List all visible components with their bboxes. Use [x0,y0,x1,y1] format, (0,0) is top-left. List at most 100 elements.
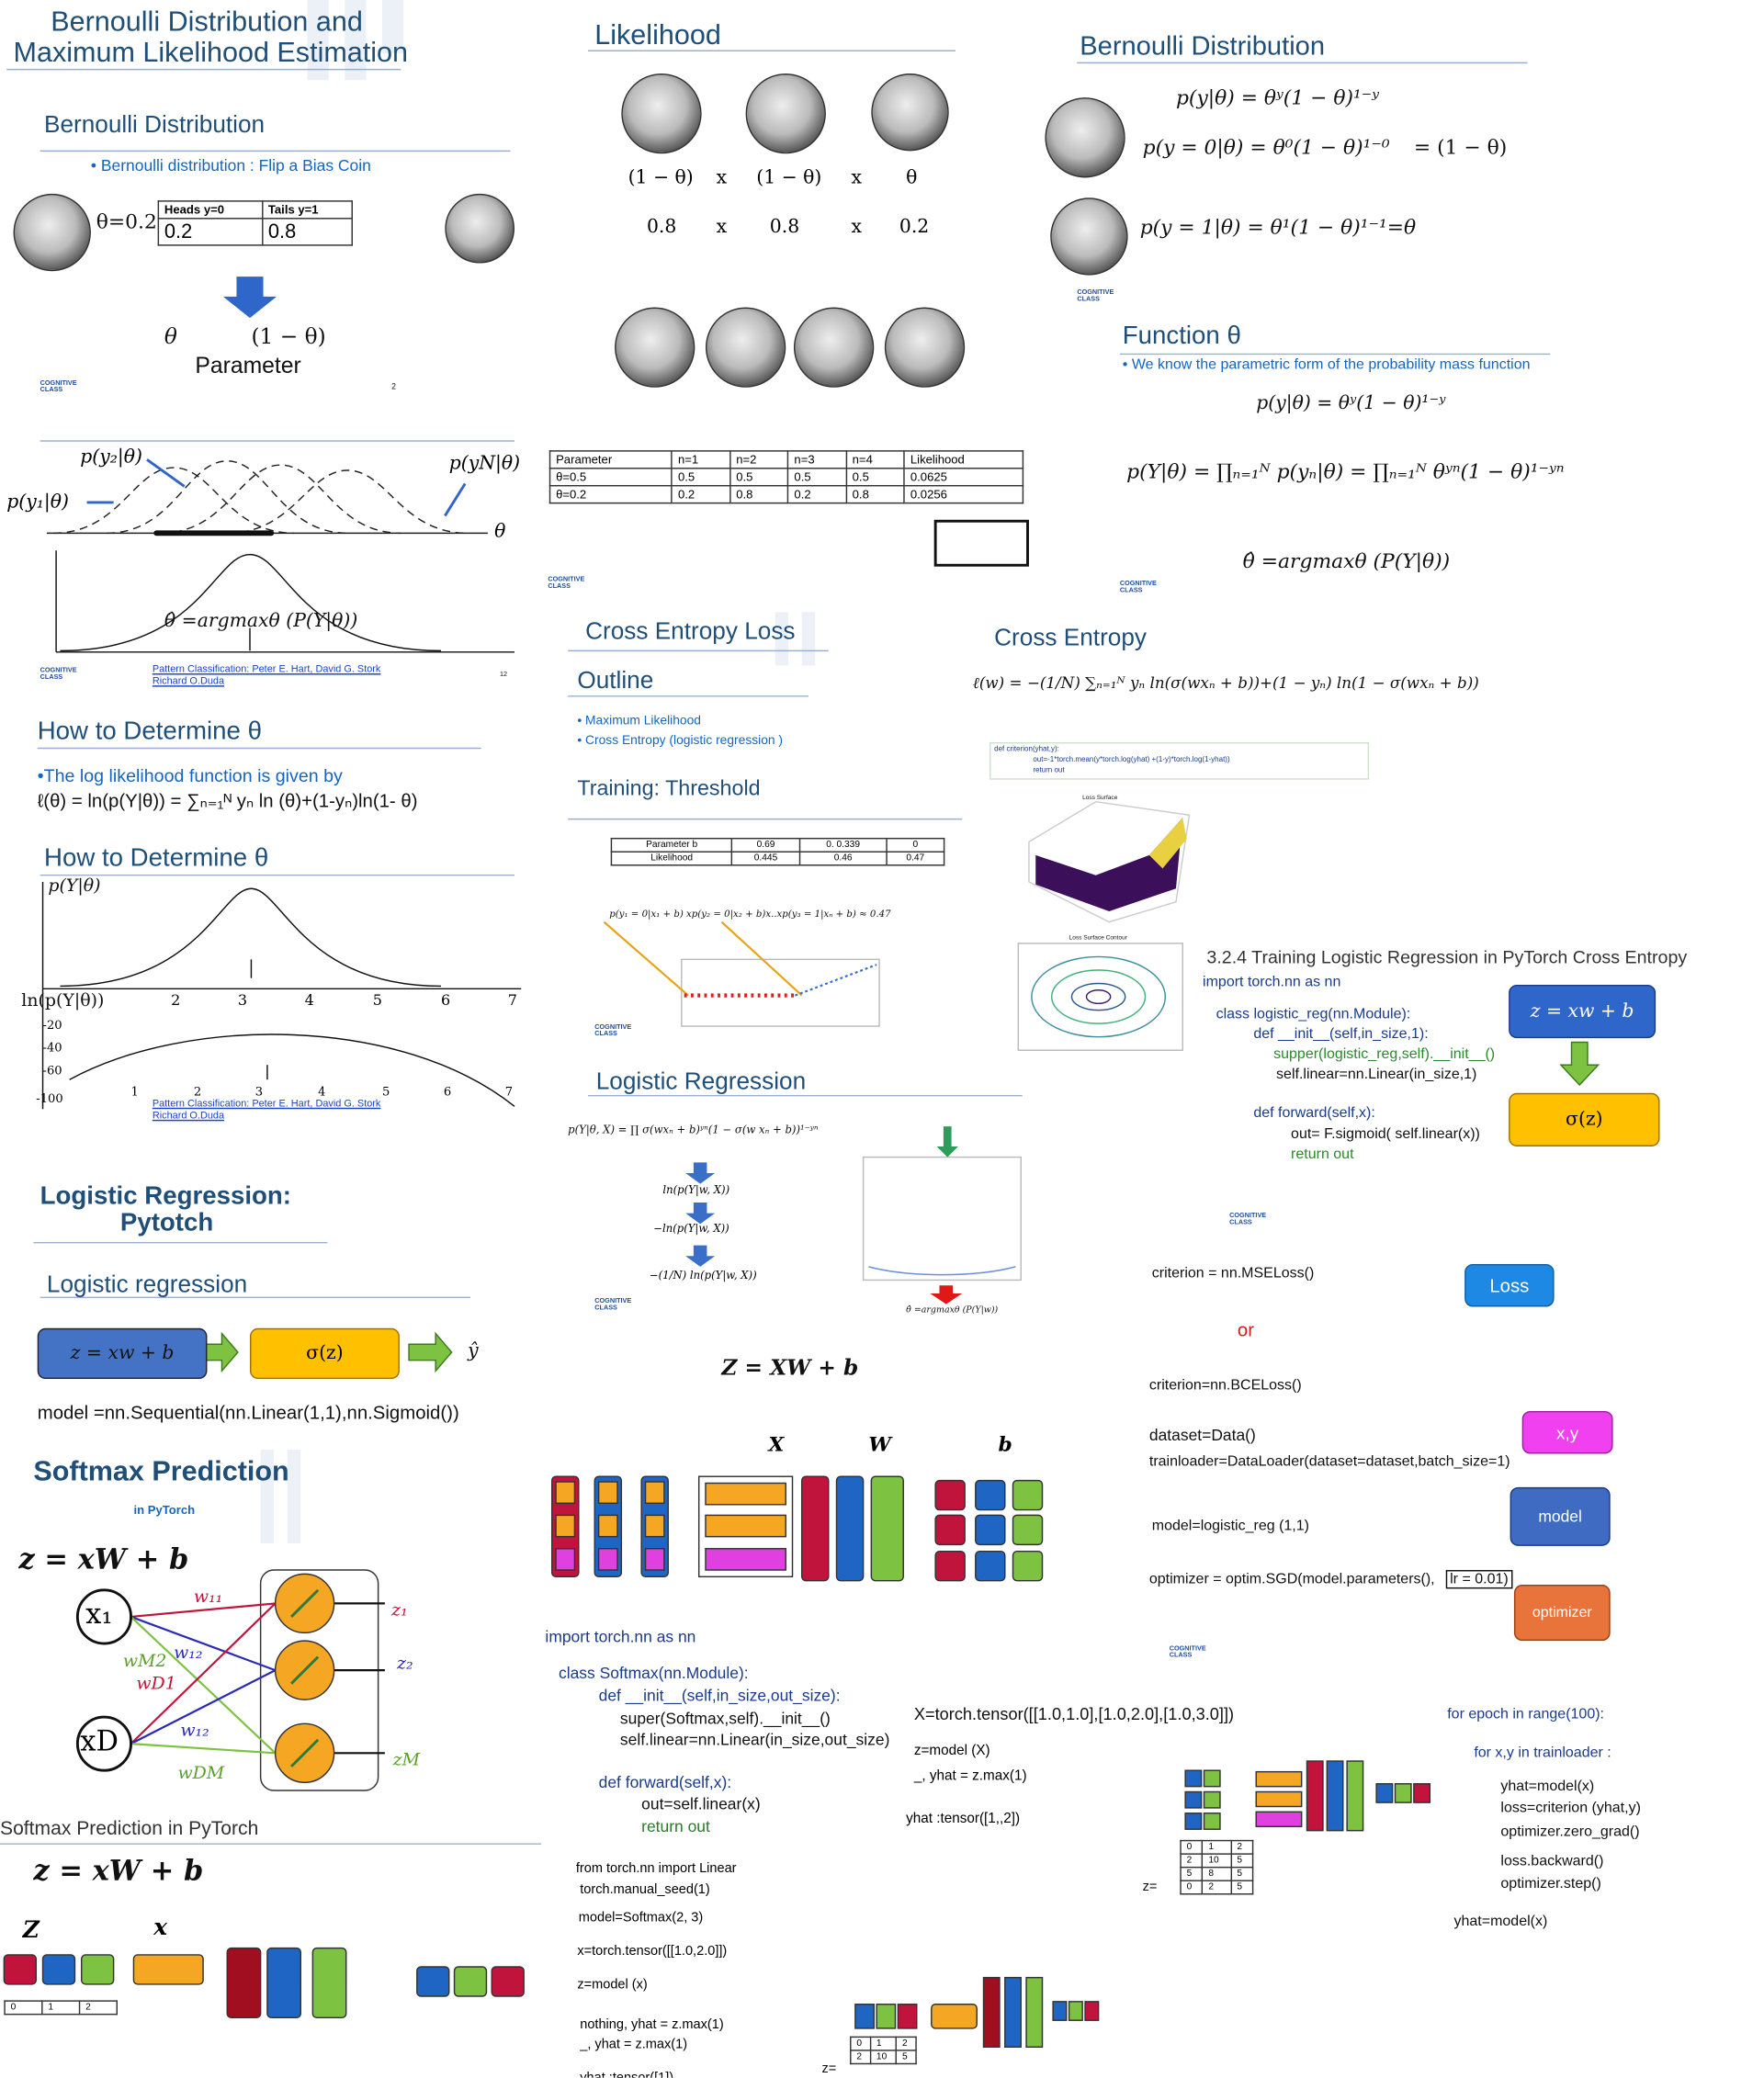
list-item: x [851,216,863,238]
reference: Pattern Classification: Peter E. Hart, D… [152,662,381,675]
coin [1050,198,1128,276]
step-arrows [685,1162,716,1267]
heading: 3.2.4 Training Logistic Regression in Py… [1206,947,1688,968]
logo: COGNITIVE CLASS [1077,288,1114,304]
table-cell: 0.5 [845,468,906,487]
table-cell: 0.46 [798,851,888,866]
list-item: x [153,1914,168,1942]
list-item: loss=criterion (yhat,y) [1500,1800,1641,1816]
heading: Softmax Prediction [33,1456,289,1487]
softmax-blocks [3,1760,1431,2049]
code: dataset=Data() [1148,1425,1256,1445]
table-cell: 1 [869,2036,898,2051]
table-row: 2 10 5 [1180,1853,1254,1869]
heading: Function θ [1122,322,1241,351]
list-item: _, yhat = z.max(1) [580,2038,688,2053]
table-cell: 0 [850,2036,872,2051]
threshold-table: Parameter b 0.69 0. 0.339 0 Likelihood 0.445 0… [610,837,945,866]
table-cell: Parameter b [610,837,733,853]
table-cell: n=1 [671,450,731,469]
loss-curve [868,1266,1016,1276]
list-item: def __init__(self,in_size,out_size): [598,1686,841,1705]
list-item: out=self.linear(x) [641,1794,761,1813]
axis-label: p(Y|θ) [48,876,101,897]
list-item: def forward(self,x): [1253,1104,1375,1122]
equation: p(y|θ) = θʸ(1 − θ)¹⁻ʸ [1175,85,1380,110]
code-highlight: lr = 0.01) [1445,1570,1513,1589]
sigmoid-box: σ(z) [249,1327,400,1380]
log-likelihood-plot [41,881,522,1110]
equation: = (1 − θ) [1413,134,1508,160]
list-item: for x,y in trainloader : [1474,1745,1611,1762]
table-cell: θ=0.2 [548,484,673,504]
table-cell: 8 [1202,1866,1232,1881]
list-item: -40 [42,1042,62,1056]
list-item: X [768,1432,785,1457]
table-cell: 0.8 [261,218,353,246]
list-item: def forward(self,x): [598,1773,732,1792]
equation: ℓ(w) = −(1/N) ∑ₙ₌₁ᴺ yₙ ln(σ(wxₙ + b))+(1… [972,673,1479,693]
table-cell: Parameter [548,450,673,469]
list-item: super(Softmax,self).__init__() [619,1709,831,1728]
table-cell: 2 [895,2036,917,2051]
table-cell: 10 [1202,1853,1232,1869]
table-cell: 0.5 [729,468,789,487]
list-item: 4 [318,1086,326,1101]
table-cell: 5 [1230,1866,1254,1881]
heading: Logistic regression [46,1271,248,1298]
logo: COGNITIVE CLASS [594,1023,632,1039]
density-curves [53,460,469,535]
list-item: self.linear=nn.Linear(in_size,1) [1276,1066,1477,1083]
list-item: z₁ [391,1600,408,1621]
list-item: class logistic_reg(nn.Module): [1216,1006,1411,1022]
pointer-arrows [86,458,467,517]
table-cell: 5 [895,2050,917,2065]
table-cell: θ=0.5 [548,468,673,487]
list-item: 5 [372,991,382,1010]
product: p(y₁ = 0|x₁ + b) xp(y₂ = 0|x₂ + b)x..xp(… [609,909,891,920]
list-item: return out [1033,766,1065,775]
list-item: w₁₂ [180,1721,209,1742]
xy-box: x,y [1521,1410,1613,1454]
bullet: • Bernoulli distribution : Flip a Bias C… [90,156,371,175]
equation: p(y = 0|θ) = θ⁰(1 − θ)¹⁻⁰ [1142,134,1390,160]
list-item: 3 [254,1086,264,1101]
list-item: −ln(p(Y|w, X)) [653,1222,729,1235]
list-item: def criterion(yhat,y): [994,745,1059,754]
table-row: Likelihood 0.445 0.46 0.47 [610,851,945,866]
threshold-plot [603,920,880,1027]
list-item: _, yhat = z.max(1) [913,1767,1027,1784]
list-item: xD [80,1724,119,1757]
list-item: 6 [440,991,451,1010]
reference: Richard O.Duda [152,674,225,687]
list-item: z=model (x) [577,1977,648,1993]
logo: COGNITIVE CLASS [594,1297,632,1313]
loss-contour [1017,943,1183,1051]
list-item: loss.backward() [1500,1853,1604,1869]
list-item: -100 [36,1092,63,1107]
table-cell: 5 [1230,1853,1254,1869]
sigmoid-box: σ(z) [1509,1092,1660,1146]
linear-box: z = xw + b [1509,984,1657,1039]
list-item: −(1/N) ln(p(Y|w, X)) [649,1269,757,1282]
optimizer-box: optimizer [1513,1585,1611,1642]
heading: How to Determine θ [37,717,262,746]
list-item: from torch.nn import Linear [575,1861,737,1877]
table-row: Parameter n=1 n=2 n=3 n=4 Likelihood [548,450,1024,469]
coin [745,73,826,154]
list-item: 7 [507,991,517,1010]
table-cell: 2 [850,2050,872,2065]
list-item: x=torch.tensor([[1.0,2.0]]) [577,1944,728,1959]
list-item: class Softmax(nn.Module): [558,1663,749,1683]
list-item: yhat=model(x) [1500,1778,1595,1795]
z-label: z= [1142,1880,1158,1895]
equation: p(Y|θ) = ∏ₙ₌₁ᴺ p(yₙ|θ) = ∏ₙ₌₁ᴺ θʸⁿ(1 − θ… [1126,459,1565,484]
red-arrow [930,1285,963,1304]
coin [705,307,786,388]
table-cell: 0.2 [787,484,847,504]
highlight [933,519,1029,567]
list-item: θ [494,521,506,543]
